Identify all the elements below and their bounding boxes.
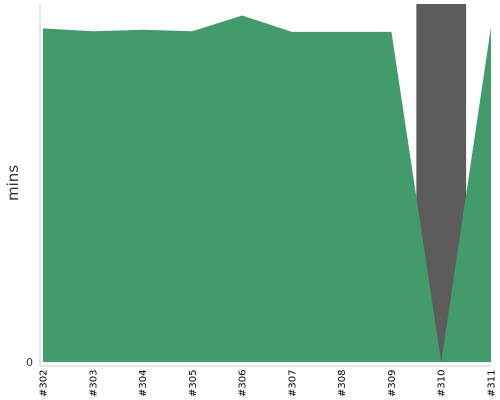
x-tick-label: #306 (238, 370, 249, 397)
x-tick-label: #307 (287, 370, 298, 397)
y-tick-labels: 0 (26, 356, 33, 369)
x-tick-label: #305 (188, 370, 199, 397)
x-tick-labels: #302 #303 #304 #305 #306 #307 #308 #309 #310 #311 (39, 370, 498, 397)
y-tick-label: 0 (26, 356, 33, 369)
x-tick-label: #311 (487, 370, 498, 397)
x-tick-label: #309 (387, 370, 398, 397)
area-layer (42, 4, 492, 363)
x-tick-label: #310 (437, 370, 448, 397)
x-tick-label: #308 (337, 370, 348, 397)
y-axis-label: mins (4, 165, 22, 201)
x-tick-label: #303 (88, 370, 99, 397)
x-tick-label: #304 (138, 370, 149, 397)
area-series (43, 15, 491, 363)
x-tick-label: #302 (39, 370, 50, 397)
axes (39, 4, 491, 367)
